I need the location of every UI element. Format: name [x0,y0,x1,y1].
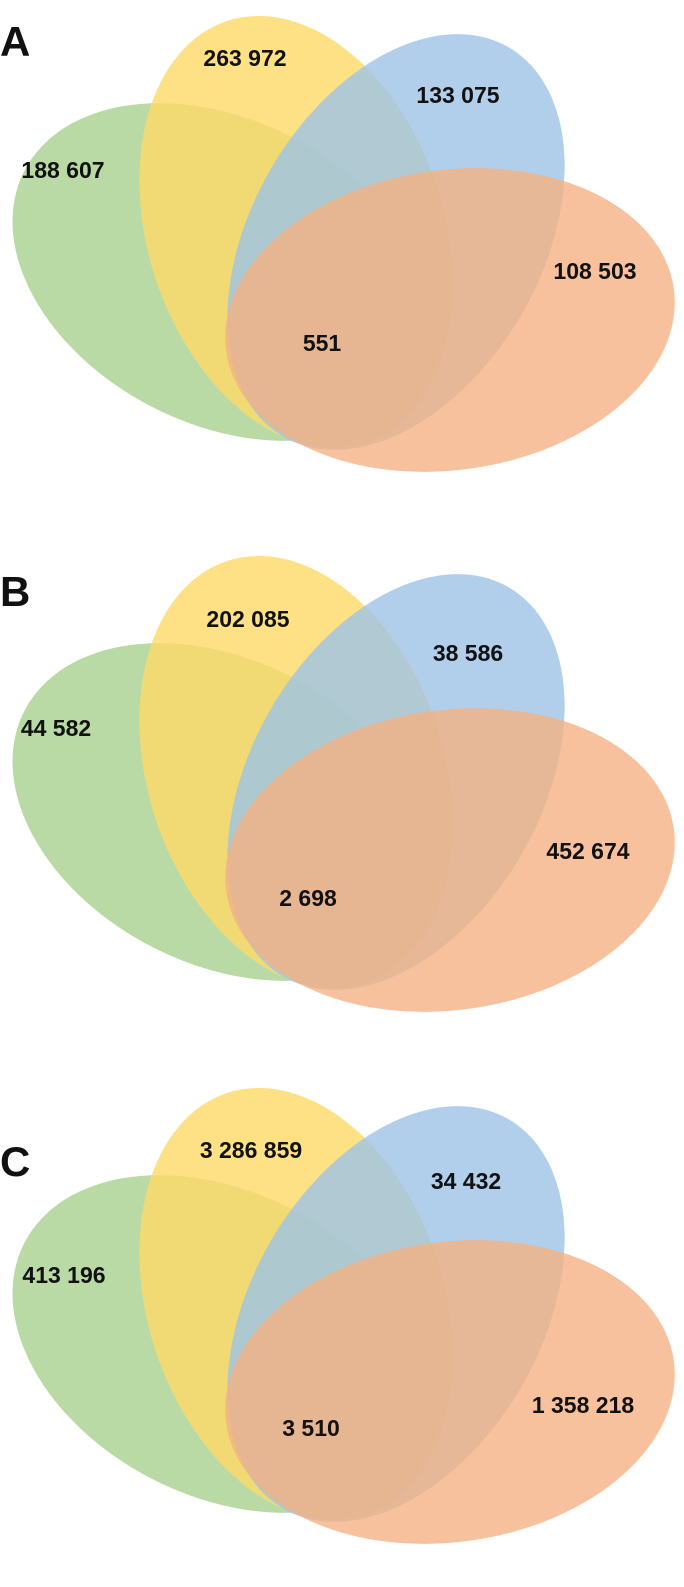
region-count: 551 [303,330,342,356]
region-count: 1 358 218 [532,1392,635,1418]
venn-panel: C 413 196 3 286 859 34 432 1 358 218 3 510 [0,1087,675,1544]
region-count: 44 582 [21,715,91,741]
region-count: 452 674 [546,838,629,864]
region-count: 108 503 [553,258,636,284]
orange-set [225,708,675,1012]
region-count: 188 607 [21,157,104,183]
orange-set [225,1240,675,1544]
panel-label: C [0,1138,30,1185]
panel-label: B [0,568,30,615]
region-count: 34 432 [431,1168,501,1194]
region-count: 263 972 [203,45,286,71]
orange-set [225,168,675,472]
region-count: 413 196 [22,1262,105,1288]
region-count: 3 286 859 [200,1137,302,1163]
venn-panel: A 188 607 263 972 133 075 108 503 551 [0,15,675,472]
venn-panel: B 44 582 202 085 38 586 452 674 2 698 [0,555,675,1012]
region-count: 2 698 [279,885,337,911]
region-count: 133 075 [416,82,499,108]
region-count: 202 085 [206,606,289,632]
panel-label: A [0,18,30,65]
region-count: 3 510 [282,1415,340,1441]
region-count: 38 586 [433,640,503,666]
